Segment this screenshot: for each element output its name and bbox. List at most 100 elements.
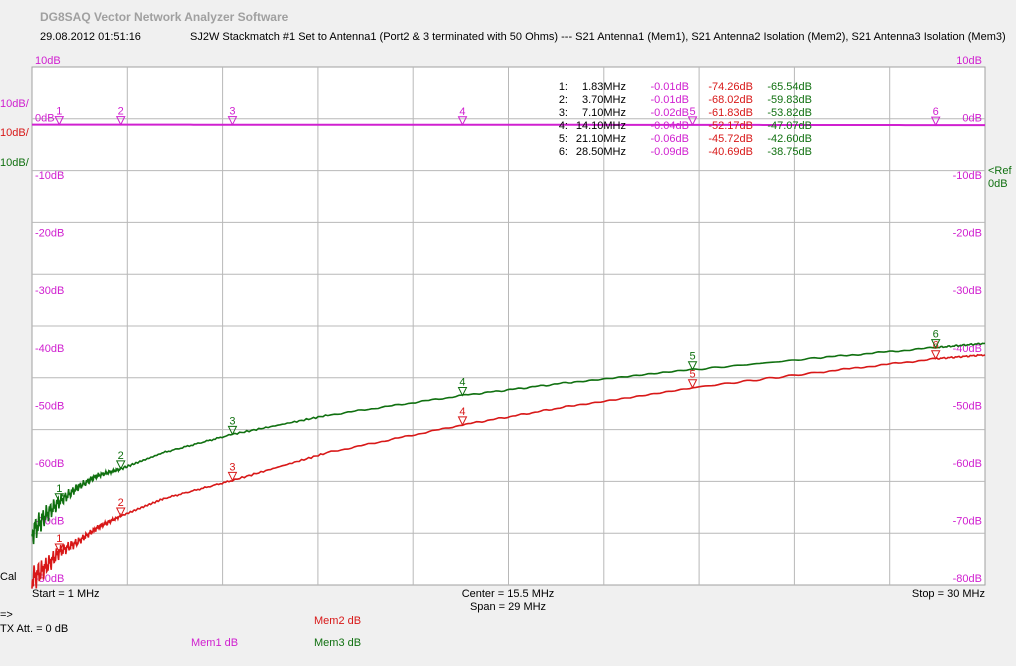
marker-3-label: 3 (229, 461, 235, 473)
y-tick-label-left: -50dB (35, 400, 64, 412)
start-frequency: Start = 1 MHz (32, 588, 100, 600)
marker-table-idx: 4: (559, 120, 568, 132)
mem1-trace (32, 123, 985, 127)
marker-4-label: 4 (459, 106, 465, 118)
marker-3-mem1[interactable] (227, 116, 238, 126)
y-tick-label-left: 0dB (35, 113, 55, 125)
marker-table-mem1: -0.06dB (650, 133, 689, 145)
marker-table-freq: 21.10MHz (576, 133, 626, 145)
marker-6-label: 6 (933, 329, 939, 341)
marker-3-label: 3 (229, 415, 235, 427)
marker-table-mem1: -0.02dB (650, 107, 689, 119)
measurement-datetime: 29.08.2012 01:51:16 (40, 31, 141, 43)
scale-label-mem1: 10dB/ (0, 98, 30, 110)
marker-table-idx: 6: (559, 146, 568, 158)
marker-table-idx: 1: (559, 81, 568, 93)
y-tick-label-right: -20dB (953, 228, 982, 240)
marker-6-label: 6 (933, 106, 939, 118)
marker-2-mem1[interactable] (115, 116, 126, 126)
marker-table-mem3: -38.75dB (767, 146, 812, 158)
marker-table-mem2: -68.02dB (708, 94, 753, 106)
y-tick-label-right: -10dB (953, 170, 982, 182)
marker-2-mem3[interactable] (115, 460, 126, 471)
tx-attenuation: TX Att. = 0 dB (0, 623, 68, 635)
marker-1-mem1[interactable] (54, 116, 65, 126)
marker-table-mem1: -0.04dB (650, 120, 689, 132)
y-tick-label-right: 0dB (962, 113, 982, 125)
marker-1-mem2[interactable] (54, 543, 65, 554)
ref-value: 0dB (988, 178, 1008, 190)
marker-5-label: 5 (689, 351, 695, 363)
marker-6-label: 6 (933, 340, 939, 352)
arrow-indicator: => (0, 609, 13, 621)
measurement-title: SJ2W Stackmatch #1 Set to Antenna1 (Port… (190, 31, 1006, 43)
scale-label-mem3: 10dB/ (0, 157, 30, 169)
legend-mem2: Mem2 dB (314, 615, 361, 627)
marker-3-mem3[interactable] (227, 425, 238, 436)
marker-table-freq: 3.70MHz (582, 94, 626, 106)
span-frequency: Span = 29 MHz (470, 601, 546, 613)
marker-2-label: 2 (118, 497, 124, 509)
marker-table-freq: 1.83MHz (582, 81, 626, 93)
marker-6-mem1[interactable] (930, 116, 941, 127)
y-tick-label-left: -60dB (35, 458, 64, 470)
marker-table-mem3: -47.07dB (767, 120, 812, 132)
marker-2-mem2[interactable] (115, 507, 126, 518)
y-tick-label-left: -20dB (35, 228, 64, 240)
stop-frequency: Stop = 30 MHz (912, 588, 985, 600)
marker-4-mem3[interactable] (457, 386, 468, 397)
y-tick-label-right: -30dB (953, 285, 982, 297)
marker-5-label: 5 (689, 106, 695, 118)
marker-5-label: 5 (689, 369, 695, 381)
marker-5-mem3[interactable] (687, 361, 698, 371)
marker-table-mem1: -0.01dB (650, 81, 689, 93)
marker-3-mem2[interactable] (227, 471, 238, 482)
legend-mem3: Mem3 dB (314, 637, 361, 649)
marker-3-label: 3 (229, 106, 235, 118)
marker-table-mem3: -65.54dB (767, 81, 812, 93)
marker-1-label: 1 (56, 483, 62, 495)
marker-6-mem3[interactable] (930, 339, 941, 349)
ref-marker: <Ref (988, 165, 1012, 177)
legend-mem1: Mem1 dB (191, 637, 238, 649)
y-tick-label-left: -10dB (35, 170, 64, 182)
marker-1-label: 1 (56, 106, 62, 118)
marker-table-mem3: -42.60dB (767, 133, 812, 145)
y-tick-label-right: -80dB (953, 573, 982, 585)
marker-table-mem3: -59.83dB (767, 94, 812, 106)
marker-4-mem2[interactable] (457, 416, 468, 426)
y-tick-label-right: -60dB (953, 458, 982, 470)
marker-4-mem1[interactable] (457, 116, 468, 126)
marker-table-freq: 28.50MHz (576, 146, 626, 158)
scale-label-mem2: 10dB/ (0, 127, 30, 139)
y-tick-label-left: 10dB (35, 55, 61, 67)
marker-table-idx: 5: (559, 133, 568, 145)
cal-indicator: Cal (0, 571, 17, 583)
marker-4-label: 4 (459, 376, 465, 388)
y-tick-label-right: -70dB (953, 515, 982, 527)
y-tick-label-right: -50dB (953, 400, 982, 412)
y-tick-label-right: 10dB (956, 55, 982, 67)
marker-1-label: 1 (56, 533, 62, 545)
marker-5-mem2[interactable] (687, 379, 698, 389)
center-frequency: Center = 15.5 MHz (462, 588, 555, 600)
marker-table-mem2: -52.17dB (708, 120, 753, 132)
marker-table-mem2: -40.69dB (708, 146, 753, 158)
marker-table-mem3: -53.82dB (767, 107, 812, 119)
marker-table-idx: 3: (559, 107, 568, 119)
marker-2-label: 2 (118, 106, 124, 118)
marker-table-mem2: -74.26dB (708, 81, 753, 93)
y-tick-label-left: -80dB (35, 573, 64, 585)
marker-table-freq: 14.10MHz (576, 120, 626, 132)
marker-table-mem1: -0.01dB (650, 94, 689, 106)
marker-2-label: 2 (118, 450, 124, 462)
app-title: DG8SAQ Vector Network Analyzer Software (40, 10, 289, 24)
marker-1-mem3[interactable] (54, 493, 65, 503)
y-tick-label-left: -40dB (35, 343, 64, 355)
marker-6-mem2[interactable] (930, 350, 941, 360)
marker-4-label: 4 (459, 406, 465, 418)
y-tick-label-left: -30dB (35, 285, 64, 297)
marker-5-mem1[interactable] (687, 116, 698, 127)
marker-table-mem2: -61.83dB (708, 107, 753, 119)
